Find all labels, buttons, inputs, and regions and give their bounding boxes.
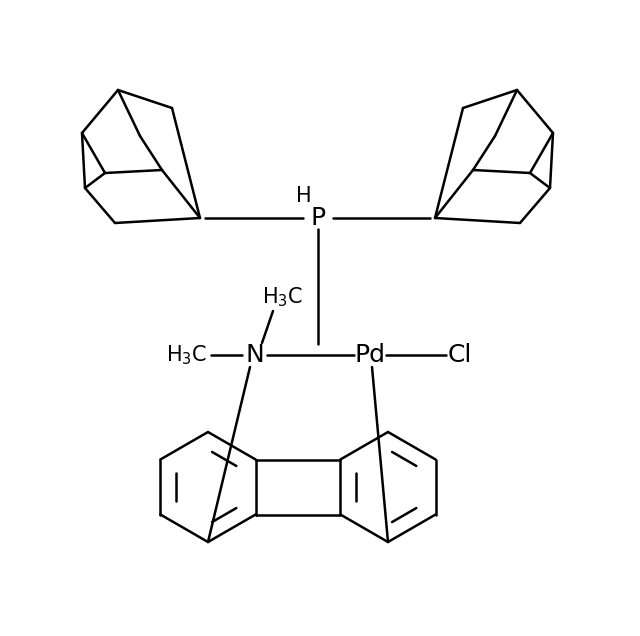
Text: N: N — [246, 343, 264, 367]
Text: H: H — [296, 186, 312, 206]
Text: P: P — [310, 206, 326, 230]
Text: Cl: Cl — [448, 343, 472, 367]
Text: H$_3$C: H$_3$C — [262, 285, 303, 309]
Text: H$_3$C: H$_3$C — [166, 343, 207, 367]
Text: Pd: Pd — [355, 343, 385, 367]
